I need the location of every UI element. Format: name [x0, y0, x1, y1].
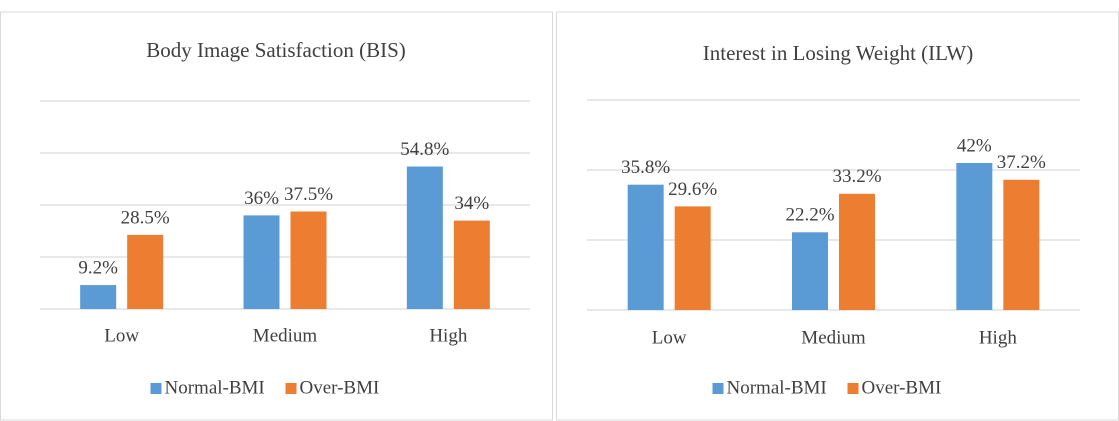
- data-label: 33.2%: [832, 166, 881, 187]
- bar: [453, 220, 490, 309]
- panel-border: [0, 11, 553, 421]
- data-label: 35.8%: [621, 157, 670, 178]
- chart-title: Body Image Satisfaction (BIS): [146, 38, 406, 62]
- x-tick-label: Medium: [801, 327, 866, 348]
- data-label: 36%: [244, 188, 279, 209]
- legend-swatch: [150, 383, 162, 394]
- legend-label: Normal-BMI: [727, 377, 827, 398]
- x-tick-label: Medium: [253, 325, 318, 346]
- x-tick-label: Low: [104, 325, 139, 346]
- x-tick-label: High: [429, 325, 468, 346]
- data-label: 29.6%: [668, 179, 717, 200]
- bar: [243, 215, 280, 309]
- data-label: 28.5%: [121, 207, 170, 228]
- bar: [674, 206, 711, 310]
- data-label: 37.2%: [997, 152, 1046, 173]
- bar: [839, 193, 875, 310]
- bar: [792, 232, 828, 310]
- bar: [627, 184, 664, 310]
- legend-label: Normal-BMI: [165, 377, 265, 398]
- legend-label: Over-BMI: [862, 377, 942, 398]
- data-label: 22.2%: [785, 205, 834, 226]
- legend-label: Over-BMI: [300, 377, 380, 398]
- x-tick-label: High: [979, 327, 1018, 348]
- x-tick-label: Low: [652, 327, 687, 348]
- bar: [956, 163, 993, 310]
- data-label: 34%: [454, 193, 489, 214]
- bar: [406, 166, 443, 309]
- data-label: 54.8%: [400, 139, 449, 160]
- legend-swatch: [285, 383, 297, 394]
- legend-swatch: [847, 383, 859, 394]
- bar: [1003, 179, 1040, 310]
- data-label: 9.2%: [78, 257, 118, 278]
- bar: [290, 211, 327, 309]
- bar: [80, 285, 117, 309]
- data-label: 37.5%: [284, 184, 333, 205]
- data-label: 42%: [957, 135, 992, 156]
- bar: [127, 234, 164, 309]
- legend-swatch: [712, 383, 724, 394]
- chart-title: Interest in Losing Weight (ILW): [703, 41, 973, 65]
